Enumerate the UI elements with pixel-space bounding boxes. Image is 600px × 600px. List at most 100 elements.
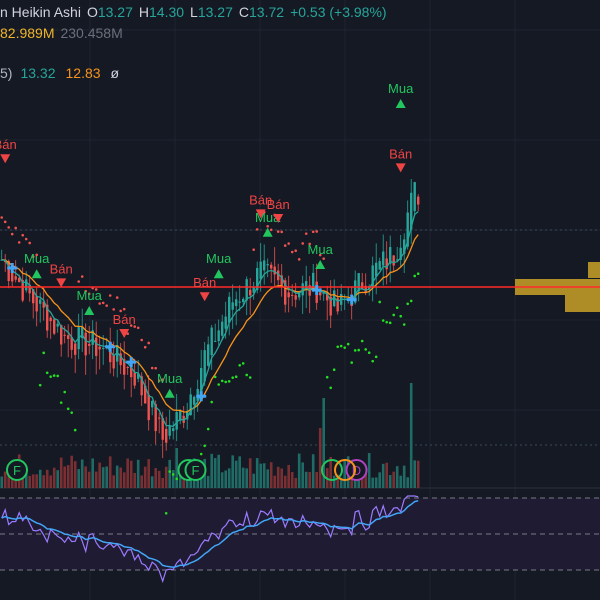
sar-dot xyxy=(255,228,259,231)
candle xyxy=(396,246,399,262)
volume-bar xyxy=(3,471,7,488)
candle xyxy=(210,324,213,370)
candle xyxy=(168,409,171,440)
sar-dot xyxy=(136,326,140,330)
candle xyxy=(228,292,231,336)
signal-label: Mua xyxy=(308,242,334,257)
sar-dot xyxy=(325,375,329,379)
event-marker[interactable]: D xyxy=(345,459,368,481)
sar-dot xyxy=(367,351,371,354)
sar-dot xyxy=(56,374,59,378)
volume-bar xyxy=(332,475,336,488)
indicator-value-2: 12.83 xyxy=(65,65,101,81)
signal-markers: BánMuaBánMuaBánMuaBánMuaMuaBánBánMuaBánM… xyxy=(0,81,414,402)
event-markers: FFFD xyxy=(6,459,368,481)
candle xyxy=(413,181,416,217)
sar-dot xyxy=(140,338,143,342)
buy-signal: Mua xyxy=(206,251,232,279)
sar-dot xyxy=(24,237,28,241)
sar-dot xyxy=(276,230,280,233)
sar-dot xyxy=(318,253,322,257)
candle xyxy=(49,316,52,339)
change-value: +0.53 (+3.98%) xyxy=(290,4,387,20)
volume-bar xyxy=(255,458,259,488)
volume-bar xyxy=(308,471,311,488)
event-marker[interactable]: F xyxy=(6,459,28,481)
sar-dot xyxy=(322,257,326,260)
volume-bar xyxy=(318,428,322,488)
candle xyxy=(147,375,150,431)
sell-signal: Bán xyxy=(249,192,272,219)
candle xyxy=(280,264,283,297)
sell-signal: Bán xyxy=(0,137,17,164)
sar-dot xyxy=(171,473,175,476)
candle xyxy=(266,258,269,278)
volume-bar xyxy=(283,475,287,488)
candle xyxy=(179,409,182,425)
sar-dot xyxy=(101,301,105,305)
rsi-ma-line xyxy=(1,499,419,569)
candle xyxy=(347,287,350,304)
candle xyxy=(42,287,45,321)
volume-bar xyxy=(91,458,94,488)
volume-bar xyxy=(80,459,84,488)
sar-dot xyxy=(283,244,287,247)
sar-dot xyxy=(413,274,417,278)
candle xyxy=(74,341,77,374)
event-marker[interactable]: F xyxy=(184,459,207,481)
candle xyxy=(392,255,395,272)
sar-dot xyxy=(339,344,343,348)
sar-dot xyxy=(42,351,45,355)
signal-label: Mua xyxy=(77,288,103,303)
event-label: F xyxy=(192,463,200,478)
cross-marker xyxy=(105,341,116,352)
candle xyxy=(252,281,255,300)
volume-bar xyxy=(371,477,374,488)
candle xyxy=(333,279,336,308)
signal-label: Bán xyxy=(249,192,272,207)
volume-bar xyxy=(301,462,304,488)
sar-dot xyxy=(206,427,210,431)
volume-bar xyxy=(49,475,52,488)
volume-bar xyxy=(413,460,416,488)
volume-bar xyxy=(168,459,171,488)
volume-bar xyxy=(234,460,238,488)
volume-bar xyxy=(150,476,154,488)
signal-label: Bán xyxy=(267,197,290,212)
candle xyxy=(126,365,129,375)
sar-dot xyxy=(105,304,108,307)
candle xyxy=(67,324,70,358)
candle xyxy=(214,323,217,342)
volume-bar xyxy=(220,472,224,488)
volume-bar xyxy=(115,465,119,488)
sar-dot xyxy=(175,477,178,481)
volume-bar xyxy=(77,469,80,488)
sell-signal: Bán xyxy=(267,197,290,223)
sar-dot xyxy=(297,258,301,261)
volume-bar xyxy=(252,473,255,488)
sar-dot xyxy=(7,226,10,229)
volume-bar xyxy=(273,475,276,488)
signal-label: Bán xyxy=(0,137,17,152)
sar-dot xyxy=(77,280,80,283)
sar-dot xyxy=(402,323,406,326)
sar-dot xyxy=(199,452,203,456)
sar-dot xyxy=(157,379,161,383)
volume-bar xyxy=(73,461,77,488)
sar-dot xyxy=(406,302,410,306)
sar-dot xyxy=(210,400,213,404)
candle xyxy=(133,358,136,389)
sar-dot xyxy=(378,300,382,304)
sar-dot xyxy=(80,275,84,278)
volume-bar xyxy=(231,455,234,488)
candle xyxy=(375,243,378,295)
sar-dot xyxy=(168,470,171,473)
candle xyxy=(7,259,10,289)
volume-bar xyxy=(112,475,115,488)
sar-dot xyxy=(381,319,385,322)
volume-bar xyxy=(353,477,357,488)
sar-dot xyxy=(28,241,32,245)
volume-bar xyxy=(63,466,66,488)
candle xyxy=(308,276,311,314)
